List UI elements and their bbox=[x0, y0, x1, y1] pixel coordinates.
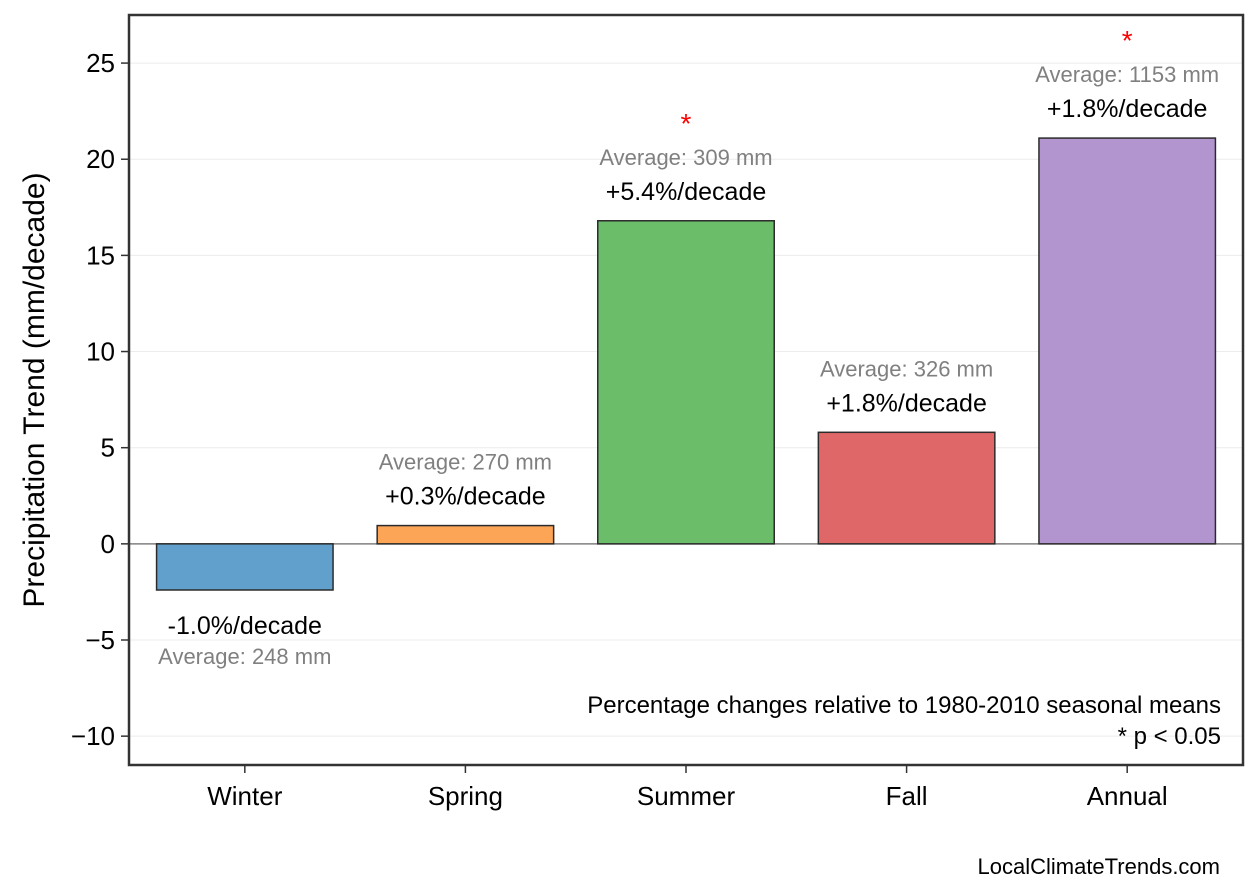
avg-label: Average: 326 mm bbox=[820, 356, 993, 381]
pct-label: +5.4%/decade bbox=[606, 178, 767, 206]
pct-label: +1.8%/decade bbox=[826, 389, 987, 417]
bar-winter bbox=[155, 543, 334, 591]
bar-annual bbox=[1038, 137, 1217, 545]
avg-label: Average: 248 mm bbox=[158, 644, 331, 669]
y-axis: −10 −5 0 5 10 15 20 25 bbox=[71, 48, 129, 751]
significance-marker: * bbox=[1122, 25, 1133, 56]
y-tick-label: −10 bbox=[71, 721, 115, 751]
x-tick-label: Spring bbox=[428, 781, 503, 811]
bar-labels: -1.0%/decade Average: 248 mm +0.3%/decade A… bbox=[158, 25, 1219, 669]
bar-summer bbox=[597, 220, 775, 545]
y-tick-label: 10 bbox=[86, 337, 115, 367]
pct-label: +1.8%/decade bbox=[1047, 95, 1208, 123]
note-significance: * p < 0.05 bbox=[1118, 723, 1221, 750]
x-tick-label: Summer bbox=[637, 781, 736, 811]
y-tick-label: 20 bbox=[86, 144, 115, 174]
y-tick-label: 0 bbox=[101, 529, 115, 559]
note-percentage-basis: Percentage changes relative to 1980-2010… bbox=[587, 692, 1221, 719]
y-tick-label: 5 bbox=[101, 433, 115, 463]
y-tick-label: 25 bbox=[86, 48, 115, 78]
avg-label: Average: 309 mm bbox=[599, 145, 772, 170]
avg-label: Average: 270 mm bbox=[379, 450, 552, 475]
y-axis-label: Precipitation Trend (mm/decade) bbox=[18, 172, 51, 607]
pct-label: +0.3%/decade bbox=[385, 483, 546, 511]
y-tick-label: −5 bbox=[85, 625, 115, 655]
x-tick-label: Winter bbox=[207, 781, 282, 811]
bar-fall bbox=[817, 431, 996, 545]
significance-marker: * bbox=[681, 108, 692, 139]
avg-label: Average: 1153 mm bbox=[1035, 62, 1219, 87]
site-credit: LocalClimateTrends.com bbox=[977, 854, 1221, 879]
x-axis: Winter Spring Summer Fall Annual bbox=[207, 765, 1168, 811]
y-tick-label: 15 bbox=[86, 240, 115, 270]
pct-label: -1.0%/decade bbox=[168, 612, 322, 640]
x-tick-label: Fall bbox=[886, 781, 928, 811]
bar-spring bbox=[376, 524, 555, 545]
plot-frame bbox=[127, 13, 1245, 767]
x-tick-label: Annual bbox=[1087, 781, 1168, 811]
bars bbox=[155, 137, 1217, 591]
